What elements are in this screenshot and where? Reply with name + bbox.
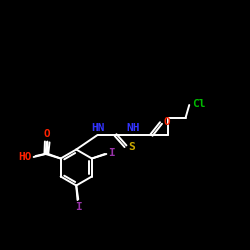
Text: I: I [74, 202, 82, 212]
Text: HO: HO [18, 152, 32, 162]
Text: HN: HN [91, 123, 104, 133]
Text: O: O [43, 129, 50, 139]
Text: O: O [163, 117, 170, 127]
Text: NH: NH [127, 123, 140, 133]
Text: S: S [128, 142, 135, 152]
Text: Cl: Cl [192, 99, 205, 109]
Text: I: I [108, 148, 115, 158]
